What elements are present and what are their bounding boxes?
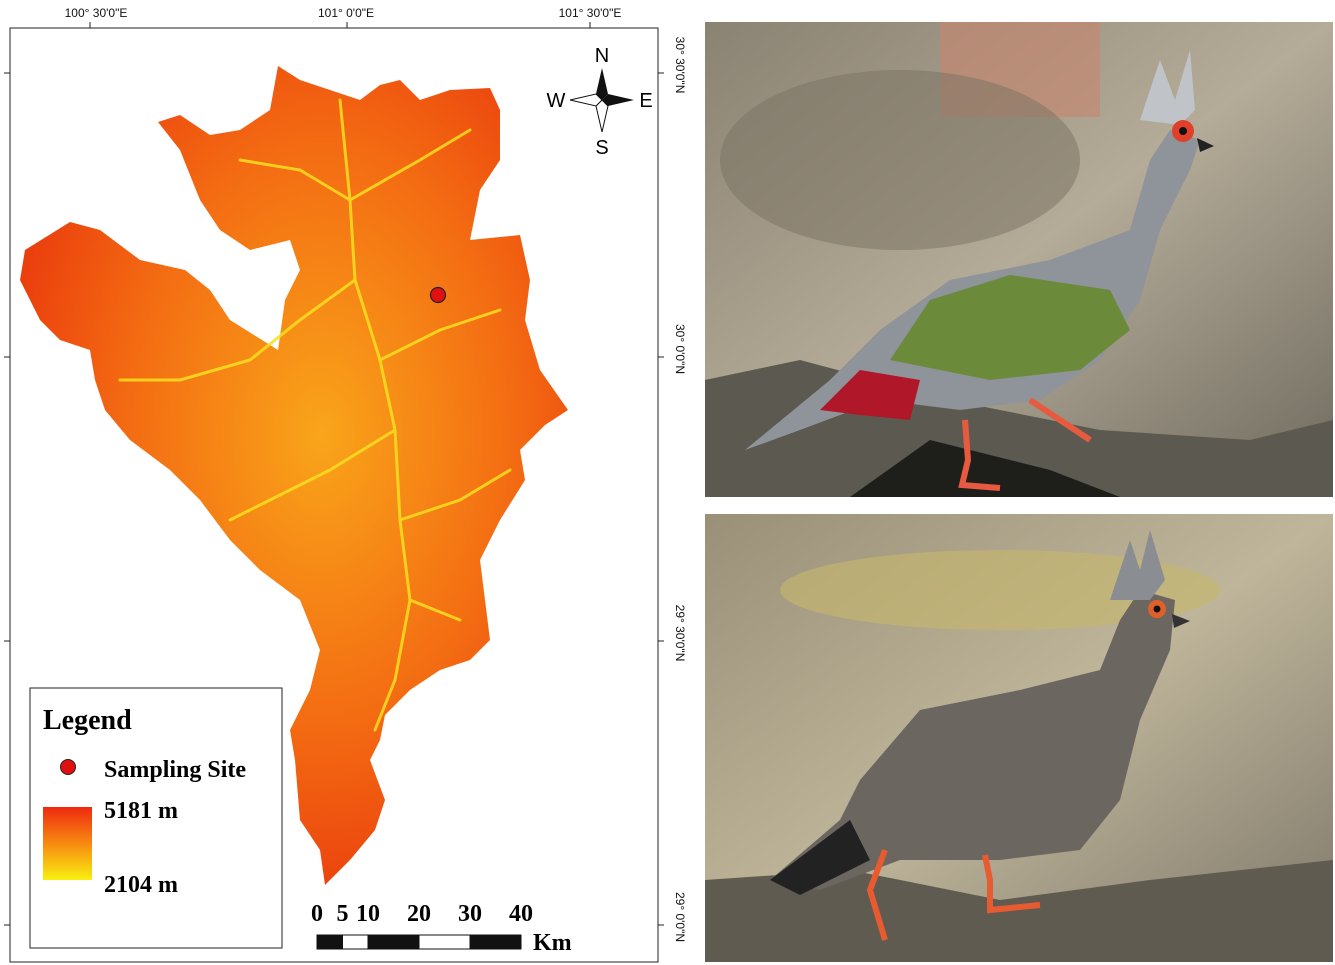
compass-n: N: [595, 45, 609, 67]
lat-labels: 30° 30'0"N 30° 0'0"N 29° 30'0"N 29° 0'0"…: [673, 37, 687, 942]
lon-label: 101° 30'0"E: [559, 6, 622, 20]
compass-e: E: [639, 90, 652, 112]
scale-tick-label: 0: [311, 901, 323, 927]
legend-max: 5181 m: [104, 798, 178, 824]
scale-tick-label: 5: [337, 901, 349, 927]
legend-ramp: [43, 807, 92, 880]
legend-site-symbol: [61, 760, 76, 775]
legend-min: 2104 m: [104, 872, 178, 898]
scale-segment: [470, 935, 521, 949]
legend: Legend Sampling Site 5181 m 2104 m: [30, 688, 282, 948]
compass-w: W: [547, 90, 566, 112]
photo-bird-female: [705, 514, 1333, 962]
lon-label: 101° 0'0"E: [318, 6, 374, 20]
lat-label: 30° 0'0"N: [673, 324, 687, 374]
scale-segment: [368, 935, 419, 949]
scale-segment: [317, 935, 343, 949]
scale-segment: [419, 935, 470, 949]
scale-segment: [343, 935, 369, 949]
lat-label: 30° 30'0"N: [673, 37, 687, 94]
compass-s: S: [595, 137, 608, 159]
scale-tick-label: 30: [458, 901, 482, 927]
lat-label: 29° 30'0"N: [673, 605, 687, 662]
scale-unit: Km: [533, 930, 572, 956]
scale-tick-label: 20: [407, 901, 431, 927]
legend-title: Legend: [43, 705, 132, 736]
scale-tick-label: 10: [356, 901, 380, 927]
legend-site-label: Sampling Site: [104, 757, 246, 783]
scale-tick-label: 40: [509, 901, 533, 927]
lat-label: 29° 0'0"N: [673, 892, 687, 942]
lon-label: 100° 30'0"E: [65, 6, 128, 20]
photo-bird-male: [705, 22, 1333, 497]
figure: 100° 30'0"E 101° 0'0"E 101° 30'0"E 30° 3…: [0, 0, 1335, 965]
sampling-site: [431, 288, 446, 303]
lon-labels: 100° 30'0"E 101° 0'0"E 101° 30'0"E: [65, 6, 622, 20]
